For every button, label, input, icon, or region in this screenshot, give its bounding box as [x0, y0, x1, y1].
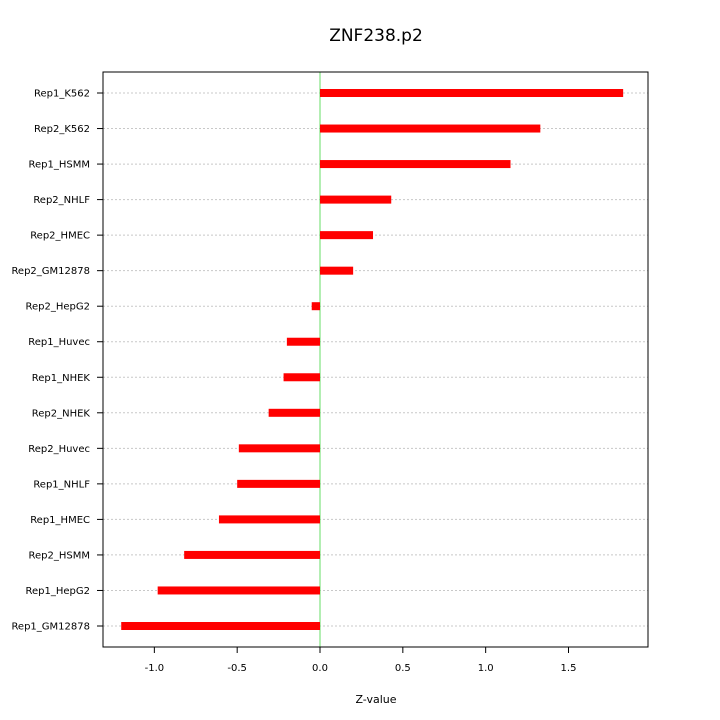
y-tick-label: Rep1_K562	[34, 89, 90, 100]
x-axis: -1.0 -0.5 0.0 0.5 1.0 1.5	[145, 646, 577, 674]
bar-Rep1_Huvec	[286, 337, 321, 346]
y-tick-label: Rep2_HMEC	[30, 231, 90, 242]
y-tick-label: Rep1_HepG2	[26, 586, 91, 597]
bar-Rep2_NHLF	[320, 195, 392, 204]
y-tick-label: Rep2_NHLF	[33, 195, 90, 206]
x-tick-label: -0.5	[227, 663, 247, 674]
bar-Rep2_HSMM	[184, 550, 321, 559]
x-tick-label: 0.0	[312, 663, 328, 674]
bar-Rep2_K562	[320, 124, 541, 133]
bar-Rep2_NHEK	[268, 408, 321, 417]
y-tick-label: Rep1_NHLF	[33, 479, 90, 490]
chart-title: ZNF238.p2	[329, 26, 423, 46]
bar-Rep1_HSMM	[320, 160, 511, 169]
y-tick-label: Rep2_NHEK	[32, 408, 91, 419]
bar-Rep1_HepG2	[157, 586, 321, 595]
y-tick-label: Rep1_HSMM	[29, 160, 90, 171]
x-tick-label: 0.5	[395, 663, 411, 674]
bar-Rep1_GM12878	[121, 622, 321, 630]
y-tick-label: Rep2_HSMM	[29, 550, 90, 561]
bar-Rep1_HMEC	[218, 515, 321, 524]
bar-Rep2_HepG2	[311, 302, 321, 311]
y-tick-labels: Rep1_K562 Rep2_K562 Rep1_HSMM Rep2_NHLF Rep2…	[11, 89, 103, 633]
y-tick-label: Rep1_GM12878	[11, 622, 90, 633]
y-tick-label: Rep1_Huvec	[28, 337, 90, 348]
bar-Rep1_NHEK	[283, 373, 321, 382]
x-tick-label: -1.0	[145, 663, 165, 674]
y-tick-label: Rep2_Huvec	[28, 444, 90, 455]
y-tick-label: Rep2_K562	[34, 124, 90, 135]
y-tick-label: Rep1_NHEK	[32, 373, 91, 384]
bar-Rep2_GM12878	[320, 266, 354, 275]
x-tick-label: 1.5	[561, 663, 577, 674]
bar-Rep1_K562	[320, 89, 624, 97]
x-tick-label: 1.0	[478, 663, 494, 674]
y-tick-label: Rep2_HepG2	[26, 302, 91, 313]
grid-lines	[103, 92, 648, 627]
x-axis-title: Z-value	[355, 693, 396, 706]
bar-Rep2_HMEC	[320, 231, 374, 240]
y-tick-label: Rep1_HMEC	[30, 515, 90, 526]
bars-group	[121, 89, 624, 630]
y-tick-label: Rep2_GM12878	[11, 266, 90, 277]
bar-Rep1_NHLF	[237, 479, 321, 488]
plot-frame	[102, 71, 649, 648]
bar-Rep2_Huvec	[238, 444, 321, 453]
